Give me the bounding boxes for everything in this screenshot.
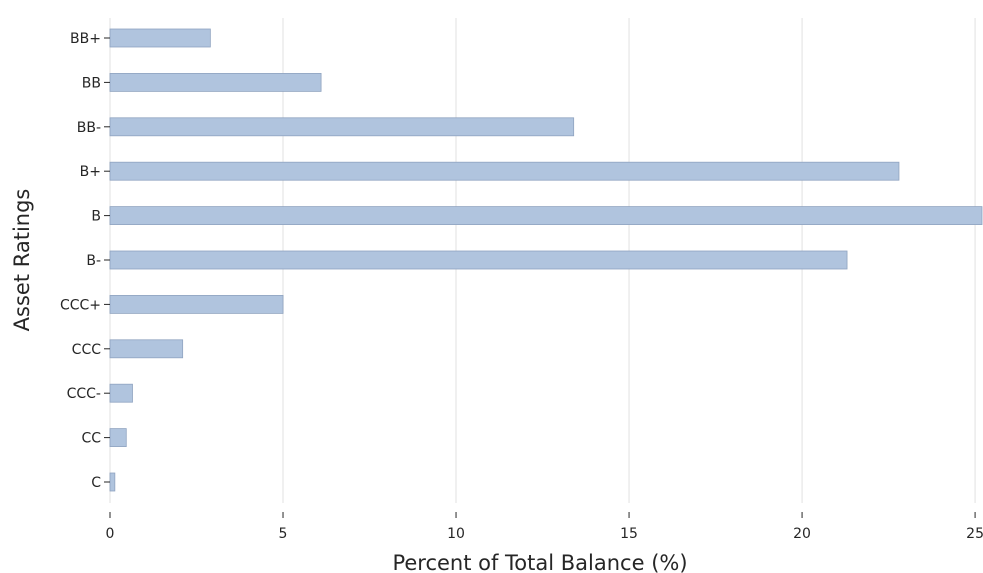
y-tick-label: BB+ xyxy=(70,31,101,47)
bar-bb-minus xyxy=(109,117,575,137)
x-tick-label: 5 xyxy=(279,526,288,542)
y-tick-label: BB xyxy=(82,75,101,91)
x-axis-title: Percent of Total Balance (%) xyxy=(392,551,687,573)
bar-ccc-minus xyxy=(109,383,133,403)
bar-ccc-plus xyxy=(109,294,284,314)
bar-bb-plus xyxy=(109,28,211,48)
y-axis-title: Asset Ratings xyxy=(10,189,34,332)
bar-ccc xyxy=(109,339,184,359)
y-tick-label: B xyxy=(91,209,101,225)
y-tick-label: CCC xyxy=(72,342,102,358)
bar-b-plus xyxy=(109,161,900,181)
y-tick-label: C xyxy=(91,475,101,491)
y-tick-label: CCC- xyxy=(67,386,101,402)
bar-bb xyxy=(109,73,322,92)
y-tick-label: CC xyxy=(81,431,101,447)
y-tick-label: BB- xyxy=(77,120,101,136)
x-tick-label: 20 xyxy=(793,526,811,542)
bar-b xyxy=(109,206,983,226)
bar-cc xyxy=(109,428,127,448)
bars-layer xyxy=(109,28,983,492)
x-tick-label: 25 xyxy=(966,526,983,542)
y-tick-label: B- xyxy=(86,253,101,269)
x-axis: 0 5 10 15 20 25 xyxy=(106,512,983,542)
bar-b-minus xyxy=(109,250,848,270)
y-tick-label: CCC+ xyxy=(60,297,101,313)
bar-c xyxy=(109,472,116,492)
x-tick-label: 0 xyxy=(106,526,115,542)
x-tick-label: 15 xyxy=(620,526,638,542)
y-tick-label: B+ xyxy=(80,164,101,180)
x-tick-label: 10 xyxy=(447,526,465,542)
